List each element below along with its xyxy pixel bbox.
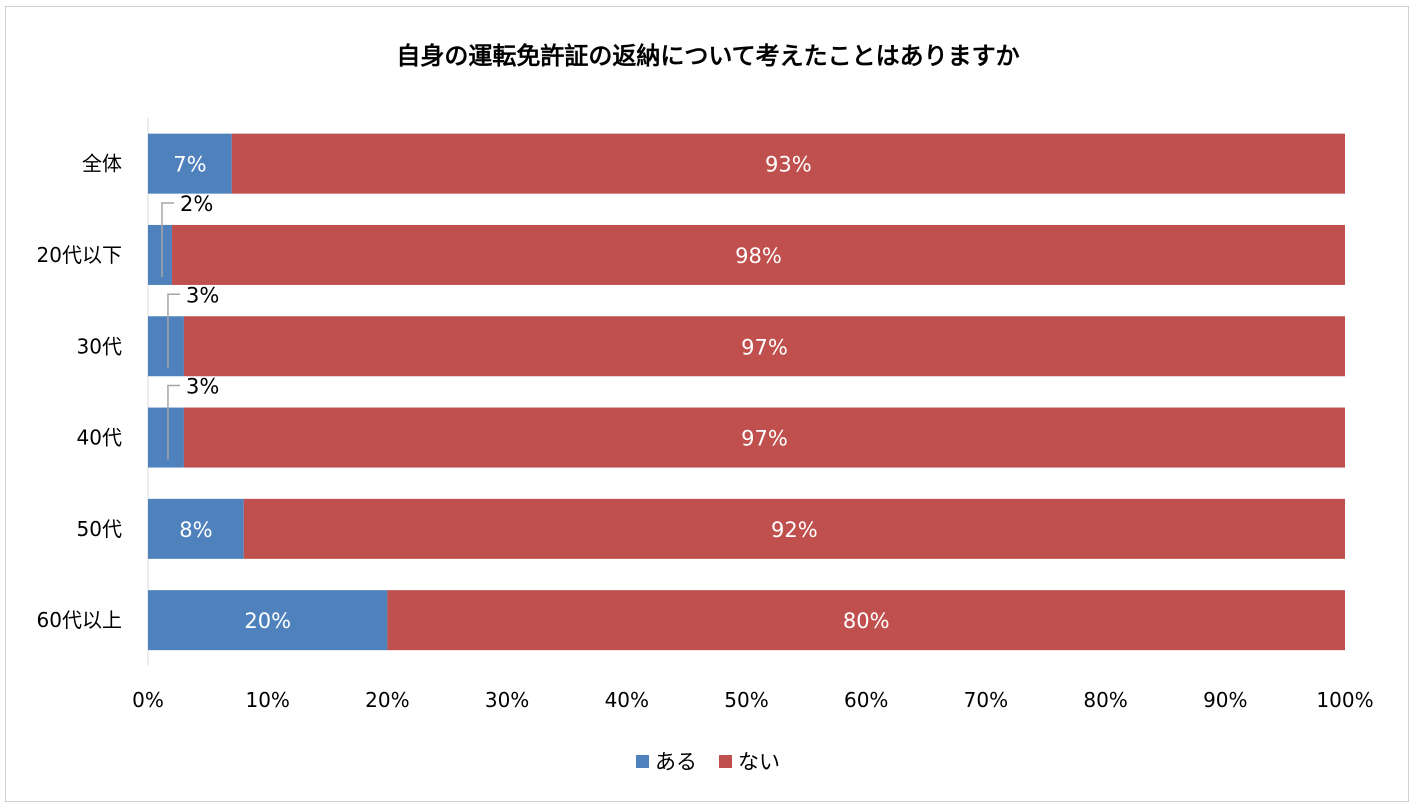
x-tick-label: 0%	[132, 688, 164, 712]
leader-line	[161, 202, 174, 277]
bar-aru	[148, 407, 184, 468]
bar-nai	[171, 224, 1346, 285]
category-label: 30代	[77, 334, 122, 358]
category-label: 50代	[77, 517, 122, 541]
data-label-aru: 3%	[186, 283, 219, 307]
bar-aru	[148, 316, 184, 377]
chart-title: 自身の運転免許証の返納について考えたことはありますか	[396, 42, 1020, 70]
category-label: 40代	[77, 426, 122, 450]
legend-swatch-nai	[719, 754, 732, 768]
bar-nai	[183, 316, 1345, 377]
data-label-aru: 8%	[179, 518, 212, 542]
category-label: 60代以上	[37, 608, 122, 632]
x-tick-label: 70%	[964, 688, 1008, 712]
legend-item-nai: ない	[719, 746, 780, 776]
legend-label-aru: ある	[655, 750, 697, 774]
bar-aru	[148, 590, 388, 651]
bar-nai	[183, 407, 1345, 468]
x-tick-label: 20%	[365, 688, 409, 712]
bar-aru	[148, 133, 232, 194]
x-tick-label: 10%	[245, 688, 289, 712]
category-label: 全体	[82, 152, 122, 176]
data-label-nai: 92%	[771, 518, 818, 542]
data-label-nai: 97%	[741, 427, 788, 451]
data-label-aru: 2%	[180, 192, 213, 216]
data-label-aru: 7%	[173, 153, 206, 177]
data-label-aru: 20%	[244, 609, 291, 633]
legend-swatch-aru	[636, 754, 649, 768]
bar-nai	[243, 498, 1345, 559]
bar-aru	[148, 224, 172, 285]
x-tick-label: 40%	[605, 688, 649, 712]
legend: ある ない	[0, 746, 1416, 776]
data-label-aru: 3%	[186, 375, 219, 399]
x-tick-label: 60%	[844, 688, 888, 712]
legend-label-nai: ない	[738, 750, 780, 774]
data-label-nai: 93%	[765, 153, 812, 177]
data-label-nai: 80%	[843, 609, 890, 633]
bar-aru	[148, 498, 244, 559]
data-label-nai: 97%	[741, 335, 788, 359]
leader-line	[167, 293, 180, 369]
bar-nai	[231, 133, 1345, 194]
x-tick-label: 80%	[1083, 688, 1127, 712]
leader-line	[167, 384, 180, 460]
x-tick-label: 100%	[1316, 688, 1373, 712]
x-tick-label: 50%	[724, 688, 768, 712]
category-label: 20代以下	[37, 243, 122, 267]
legend-item-aru: ある	[636, 746, 697, 776]
x-tick-label: 90%	[1203, 688, 1247, 712]
bar-nai	[387, 590, 1345, 651]
x-tick-label: 30%	[485, 688, 529, 712]
data-label-nai: 98%	[735, 244, 782, 268]
